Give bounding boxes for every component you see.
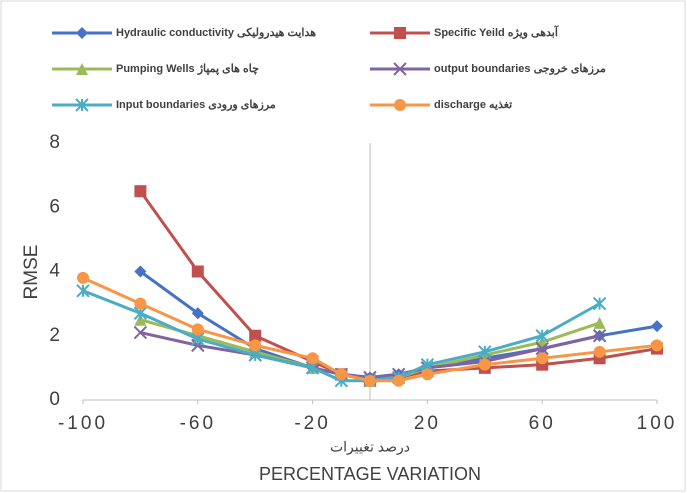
y-axis-label: RMSE xyxy=(21,245,42,300)
marker xyxy=(133,325,148,340)
marker xyxy=(394,27,406,39)
marker xyxy=(134,265,147,278)
marker xyxy=(593,316,606,329)
marker xyxy=(536,352,549,365)
marker xyxy=(335,368,348,381)
marker xyxy=(535,341,549,356)
marker xyxy=(364,374,376,387)
marker xyxy=(392,374,405,387)
marker xyxy=(134,297,147,310)
marker xyxy=(393,62,407,76)
marker xyxy=(421,368,434,381)
legend-label: Hydraulic conductivity هدایت هیدرولیکی xyxy=(116,27,316,39)
x-axis-label: PERCENTAGE VARIATION xyxy=(259,464,481,484)
marker xyxy=(76,27,88,39)
marker xyxy=(191,307,204,320)
marker xyxy=(651,320,663,333)
marker xyxy=(77,271,89,284)
marker xyxy=(651,339,663,352)
marker xyxy=(592,296,607,311)
y-tick-label: 0 xyxy=(49,389,60,410)
legend-label: output boundaries مرزهای خروجی xyxy=(434,63,606,75)
marker xyxy=(76,284,90,298)
marker xyxy=(478,358,491,371)
marker xyxy=(478,345,492,359)
marker xyxy=(76,63,88,75)
x-tick-label: 60 xyxy=(529,413,556,434)
marker xyxy=(593,345,606,358)
x-tick-label: -20 xyxy=(294,413,330,434)
series-line xyxy=(82,289,601,383)
marker xyxy=(191,265,204,278)
marker xyxy=(394,99,406,111)
marker xyxy=(306,352,319,365)
x-tick-label: 20 xyxy=(414,413,441,434)
marker xyxy=(249,329,262,342)
marker xyxy=(75,98,89,112)
y-tick-label: 6 xyxy=(49,196,60,217)
x-tick-label: -60 xyxy=(180,413,216,434)
marker xyxy=(191,323,204,336)
y-tick-label: 8 xyxy=(49,132,60,153)
legend-label: discharge تغذیه xyxy=(434,99,512,111)
legend-label: Specific Yeild آبدهی ویژه xyxy=(434,25,559,39)
legend-label: Pumping Wells چاه های پمپاژ xyxy=(116,63,259,75)
y-tick-label: 2 xyxy=(49,325,60,346)
marker xyxy=(134,313,147,326)
x-tick-label: -100 xyxy=(58,413,108,434)
marker xyxy=(592,329,607,343)
marker xyxy=(535,329,549,343)
legend-label: Input boundaries مرزهای ورودی xyxy=(116,99,276,111)
marker xyxy=(249,339,262,352)
x-tick-label: 100 xyxy=(637,413,678,434)
x-axis-label-fa: درصد تغییرات xyxy=(330,439,410,456)
marker xyxy=(134,185,147,198)
y-tick-label: 4 xyxy=(49,261,60,282)
